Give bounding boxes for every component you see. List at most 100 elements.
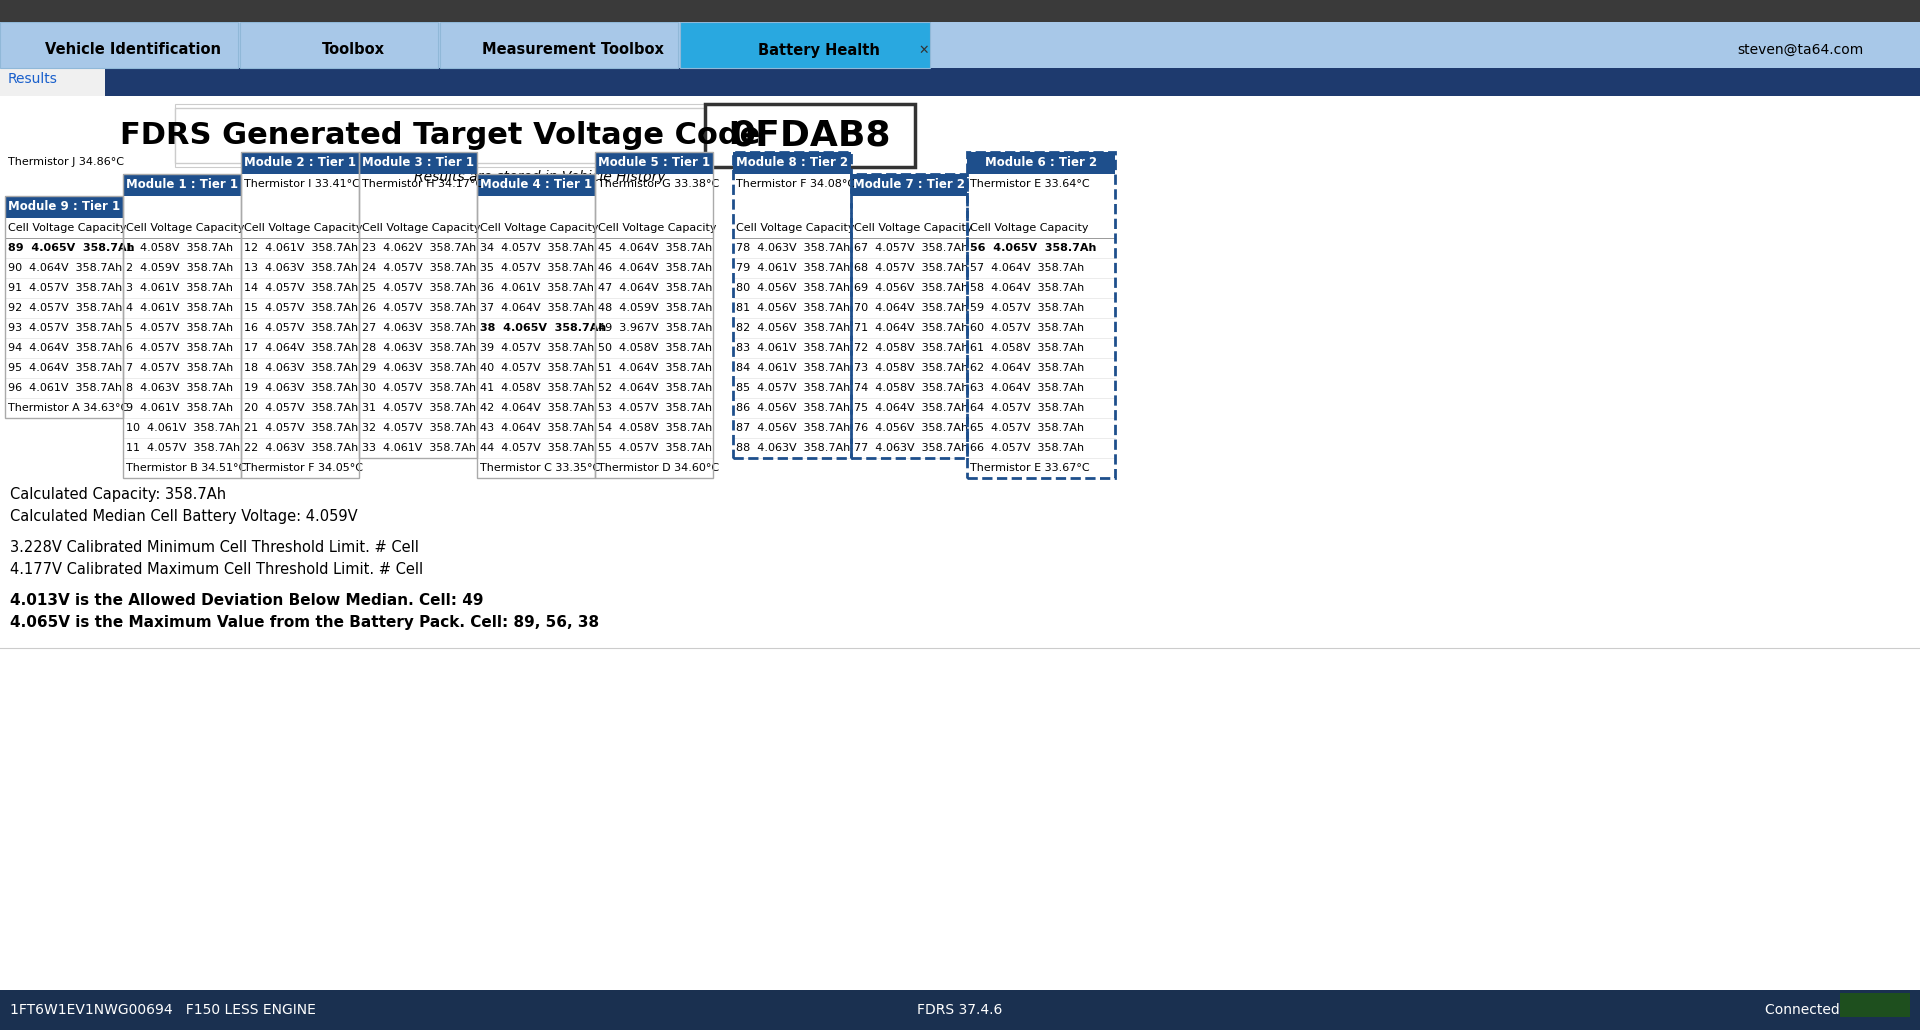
Text: Module 8 : Tier 2: Module 8 : Tier 2: [735, 157, 849, 170]
Bar: [733, 152, 851, 458]
Text: Cell Voltage Capacity: Cell Voltage Capacity: [244, 224, 363, 233]
Bar: [0, 990, 1920, 1030]
Text: 4.065V is the Maximum Value from the Battery Pack. Cell: 89, 56, 38: 4.065V is the Maximum Value from the Bat…: [10, 615, 599, 630]
Text: 76  4.056V  358.7Ah: 76 4.056V 358.7Ah: [854, 423, 968, 433]
Text: FDRS 37.4.6: FDRS 37.4.6: [918, 1003, 1002, 1017]
Text: 90  4.064V  358.7Ah: 90 4.064V 358.7Ah: [8, 263, 123, 273]
Text: Connected to Device: Connected to Device: [1764, 1003, 1910, 1017]
Text: 50  4.058V  358.7Ah: 50 4.058V 358.7Ah: [597, 343, 712, 353]
Text: 2  4.059V  358.7Ah: 2 4.059V 358.7Ah: [127, 263, 232, 273]
Text: 51  4.064V  358.7Ah: 51 4.064V 358.7Ah: [597, 363, 712, 373]
Text: Thermistor I 33.41°C: Thermistor I 33.41°C: [244, 179, 359, 188]
Text: Module 4 : Tier 1: Module 4 : Tier 1: [480, 178, 591, 192]
Bar: [476, 174, 595, 478]
Text: 31  4.057V  358.7Ah: 31 4.057V 358.7Ah: [363, 403, 476, 413]
Text: 46  4.064V  358.7Ah: 46 4.064V 358.7Ah: [597, 263, 712, 273]
Text: 59  4.057V  358.7Ah: 59 4.057V 358.7Ah: [970, 303, 1085, 313]
Bar: [851, 174, 968, 196]
Text: 68  4.057V  358.7Ah: 68 4.057V 358.7Ah: [854, 263, 968, 273]
Text: 57  4.064V  358.7Ah: 57 4.064V 358.7Ah: [970, 263, 1085, 273]
Text: 81  4.056V  358.7Ah: 81 4.056V 358.7Ah: [735, 303, 851, 313]
Text: Module 6 : Tier 2: Module 6 : Tier 2: [985, 157, 1096, 170]
Text: Cell Voltage Capacity: Cell Voltage Capacity: [970, 224, 1089, 233]
Text: 36  4.061V  358.7Ah: 36 4.061V 358.7Ah: [480, 283, 593, 293]
Bar: [242, 152, 359, 174]
Bar: [359, 152, 476, 174]
Text: 87  4.056V  358.7Ah: 87 4.056V 358.7Ah: [735, 423, 851, 433]
Text: 84  4.061V  358.7Ah: 84 4.061V 358.7Ah: [735, 363, 851, 373]
Text: 94  4.064V  358.7Ah: 94 4.064V 358.7Ah: [8, 343, 123, 353]
Text: Thermistor G 33.38°C: Thermistor G 33.38°C: [597, 179, 720, 188]
Text: 19  4.063V  358.7Ah: 19 4.063V 358.7Ah: [244, 383, 359, 393]
Text: 44  4.057V  358.7Ah: 44 4.057V 358.7Ah: [480, 443, 595, 453]
Text: 4  4.061V  358.7Ah: 4 4.061V 358.7Ah: [127, 303, 232, 313]
Bar: [0, 96, 1920, 990]
Text: 41  4.058V  358.7Ah: 41 4.058V 358.7Ah: [480, 383, 595, 393]
Text: 22  4.063V  358.7Ah: 22 4.063V 358.7Ah: [244, 443, 359, 453]
Bar: [851, 174, 968, 458]
Text: 17  4.064V  358.7Ah: 17 4.064V 358.7Ah: [244, 343, 359, 353]
Text: 48  4.059V  358.7Ah: 48 4.059V 358.7Ah: [597, 303, 712, 313]
Text: Module 2 : Tier 1: Module 2 : Tier 1: [244, 157, 355, 170]
Text: 1FT6W1EV1NWG00694   F150 LESS ENGINE: 1FT6W1EV1NWG00694 F150 LESS ENGINE: [10, 1003, 317, 1017]
Text: Cell Voltage Capacity: Cell Voltage Capacity: [597, 224, 716, 233]
Text: Calculated Capacity: 358.7Ah: Calculated Capacity: 358.7Ah: [10, 487, 227, 503]
Text: 85  4.057V  358.7Ah: 85 4.057V 358.7Ah: [735, 383, 851, 393]
Bar: [1839, 993, 1910, 1017]
Text: 33  4.061V  358.7Ah: 33 4.061V 358.7Ah: [363, 443, 476, 453]
Text: 78  4.063V  358.7Ah: 78 4.063V 358.7Ah: [735, 243, 851, 253]
Text: 54  4.058V  358.7Ah: 54 4.058V 358.7Ah: [597, 423, 712, 433]
Bar: [733, 152, 851, 174]
Text: 35  4.057V  358.7Ah: 35 4.057V 358.7Ah: [480, 263, 593, 273]
Bar: [123, 174, 242, 478]
Text: 89  4.065V  358.7Ah: 89 4.065V 358.7Ah: [8, 243, 134, 253]
Text: 6  4.057V  358.7Ah: 6 4.057V 358.7Ah: [127, 343, 232, 353]
Text: 69  4.056V  358.7Ah: 69 4.056V 358.7Ah: [854, 283, 968, 293]
Bar: [0, 22, 238, 68]
Text: 86  4.056V  358.7Ah: 86 4.056V 358.7Ah: [735, 403, 851, 413]
Bar: [240, 22, 438, 68]
Bar: [968, 152, 1116, 478]
Text: 71  4.064V  358.7Ah: 71 4.064V 358.7Ah: [854, 323, 968, 333]
Text: FDRS Generated Target Voltage Code: FDRS Generated Target Voltage Code: [119, 121, 760, 149]
Bar: [123, 174, 242, 196]
Bar: [6, 196, 123, 218]
Text: Cell Voltage Capacity: Cell Voltage Capacity: [854, 224, 973, 233]
Text: 4.177V Calibrated Maximum Cell Threshold Limit. # Cell: 4.177V Calibrated Maximum Cell Threshold…: [10, 562, 422, 577]
Text: 61  4.058V  358.7Ah: 61 4.058V 358.7Ah: [970, 343, 1085, 353]
Bar: [705, 104, 916, 167]
Text: 73  4.058V  358.7Ah: 73 4.058V 358.7Ah: [854, 363, 968, 373]
Text: Cell Voltage Capacity: Cell Voltage Capacity: [735, 224, 854, 233]
Text: 30  4.057V  358.7Ah: 30 4.057V 358.7Ah: [363, 383, 476, 393]
Text: 20  4.057V  358.7Ah: 20 4.057V 358.7Ah: [244, 403, 359, 413]
Bar: [6, 196, 123, 418]
Text: Thermistor A 34.63°C: Thermistor A 34.63°C: [8, 403, 129, 413]
Text: 88  4.063V  358.7Ah: 88 4.063V 358.7Ah: [735, 443, 851, 453]
Text: Cell Voltage Capacity: Cell Voltage Capacity: [480, 224, 599, 233]
Text: 74  4.058V  358.7Ah: 74 4.058V 358.7Ah: [854, 383, 968, 393]
Text: Module 5 : Tier 1: Module 5 : Tier 1: [597, 157, 710, 170]
Text: Thermistor F 34.05°C: Thermistor F 34.05°C: [244, 464, 363, 473]
Text: 63  4.064V  358.7Ah: 63 4.064V 358.7Ah: [970, 383, 1085, 393]
Bar: [595, 152, 712, 478]
Text: 32  4.057V  358.7Ah: 32 4.057V 358.7Ah: [363, 423, 476, 433]
Text: Module 7 : Tier 2: Module 7 : Tier 2: [852, 178, 966, 192]
Text: 43  4.064V  358.7Ah: 43 4.064V 358.7Ah: [480, 423, 595, 433]
Text: 34  4.057V  358.7Ah: 34 4.057V 358.7Ah: [480, 243, 595, 253]
Text: 26  4.057V  358.7Ah: 26 4.057V 358.7Ah: [363, 303, 476, 313]
Bar: [476, 174, 595, 196]
Text: Results are stored in Vehicle History: Results are stored in Vehicle History: [415, 170, 666, 184]
Text: 13  4.063V  358.7Ah: 13 4.063V 358.7Ah: [244, 263, 357, 273]
Bar: [440, 22, 678, 68]
Text: 5  4.057V  358.7Ah: 5 4.057V 358.7Ah: [127, 323, 232, 333]
Text: 91  4.057V  358.7Ah: 91 4.057V 358.7Ah: [8, 283, 123, 293]
Text: Thermistor C 33.35°C: Thermistor C 33.35°C: [480, 464, 601, 473]
Text: 82  4.056V  358.7Ah: 82 4.056V 358.7Ah: [735, 323, 851, 333]
Text: 49  3.967V  358.7Ah: 49 3.967V 358.7Ah: [597, 323, 712, 333]
Text: 38  4.065V  358.7Ah: 38 4.065V 358.7Ah: [480, 323, 607, 333]
Bar: [175, 108, 705, 163]
Text: 72  4.058V  358.7Ah: 72 4.058V 358.7Ah: [854, 343, 968, 353]
Text: Calculated Median Cell Battery Voltage: 4.059V: Calculated Median Cell Battery Voltage: …: [10, 510, 357, 524]
Text: 29  4.063V  358.7Ah: 29 4.063V 358.7Ah: [363, 363, 476, 373]
Text: Thermistor E 33.67°C: Thermistor E 33.67°C: [970, 464, 1091, 473]
